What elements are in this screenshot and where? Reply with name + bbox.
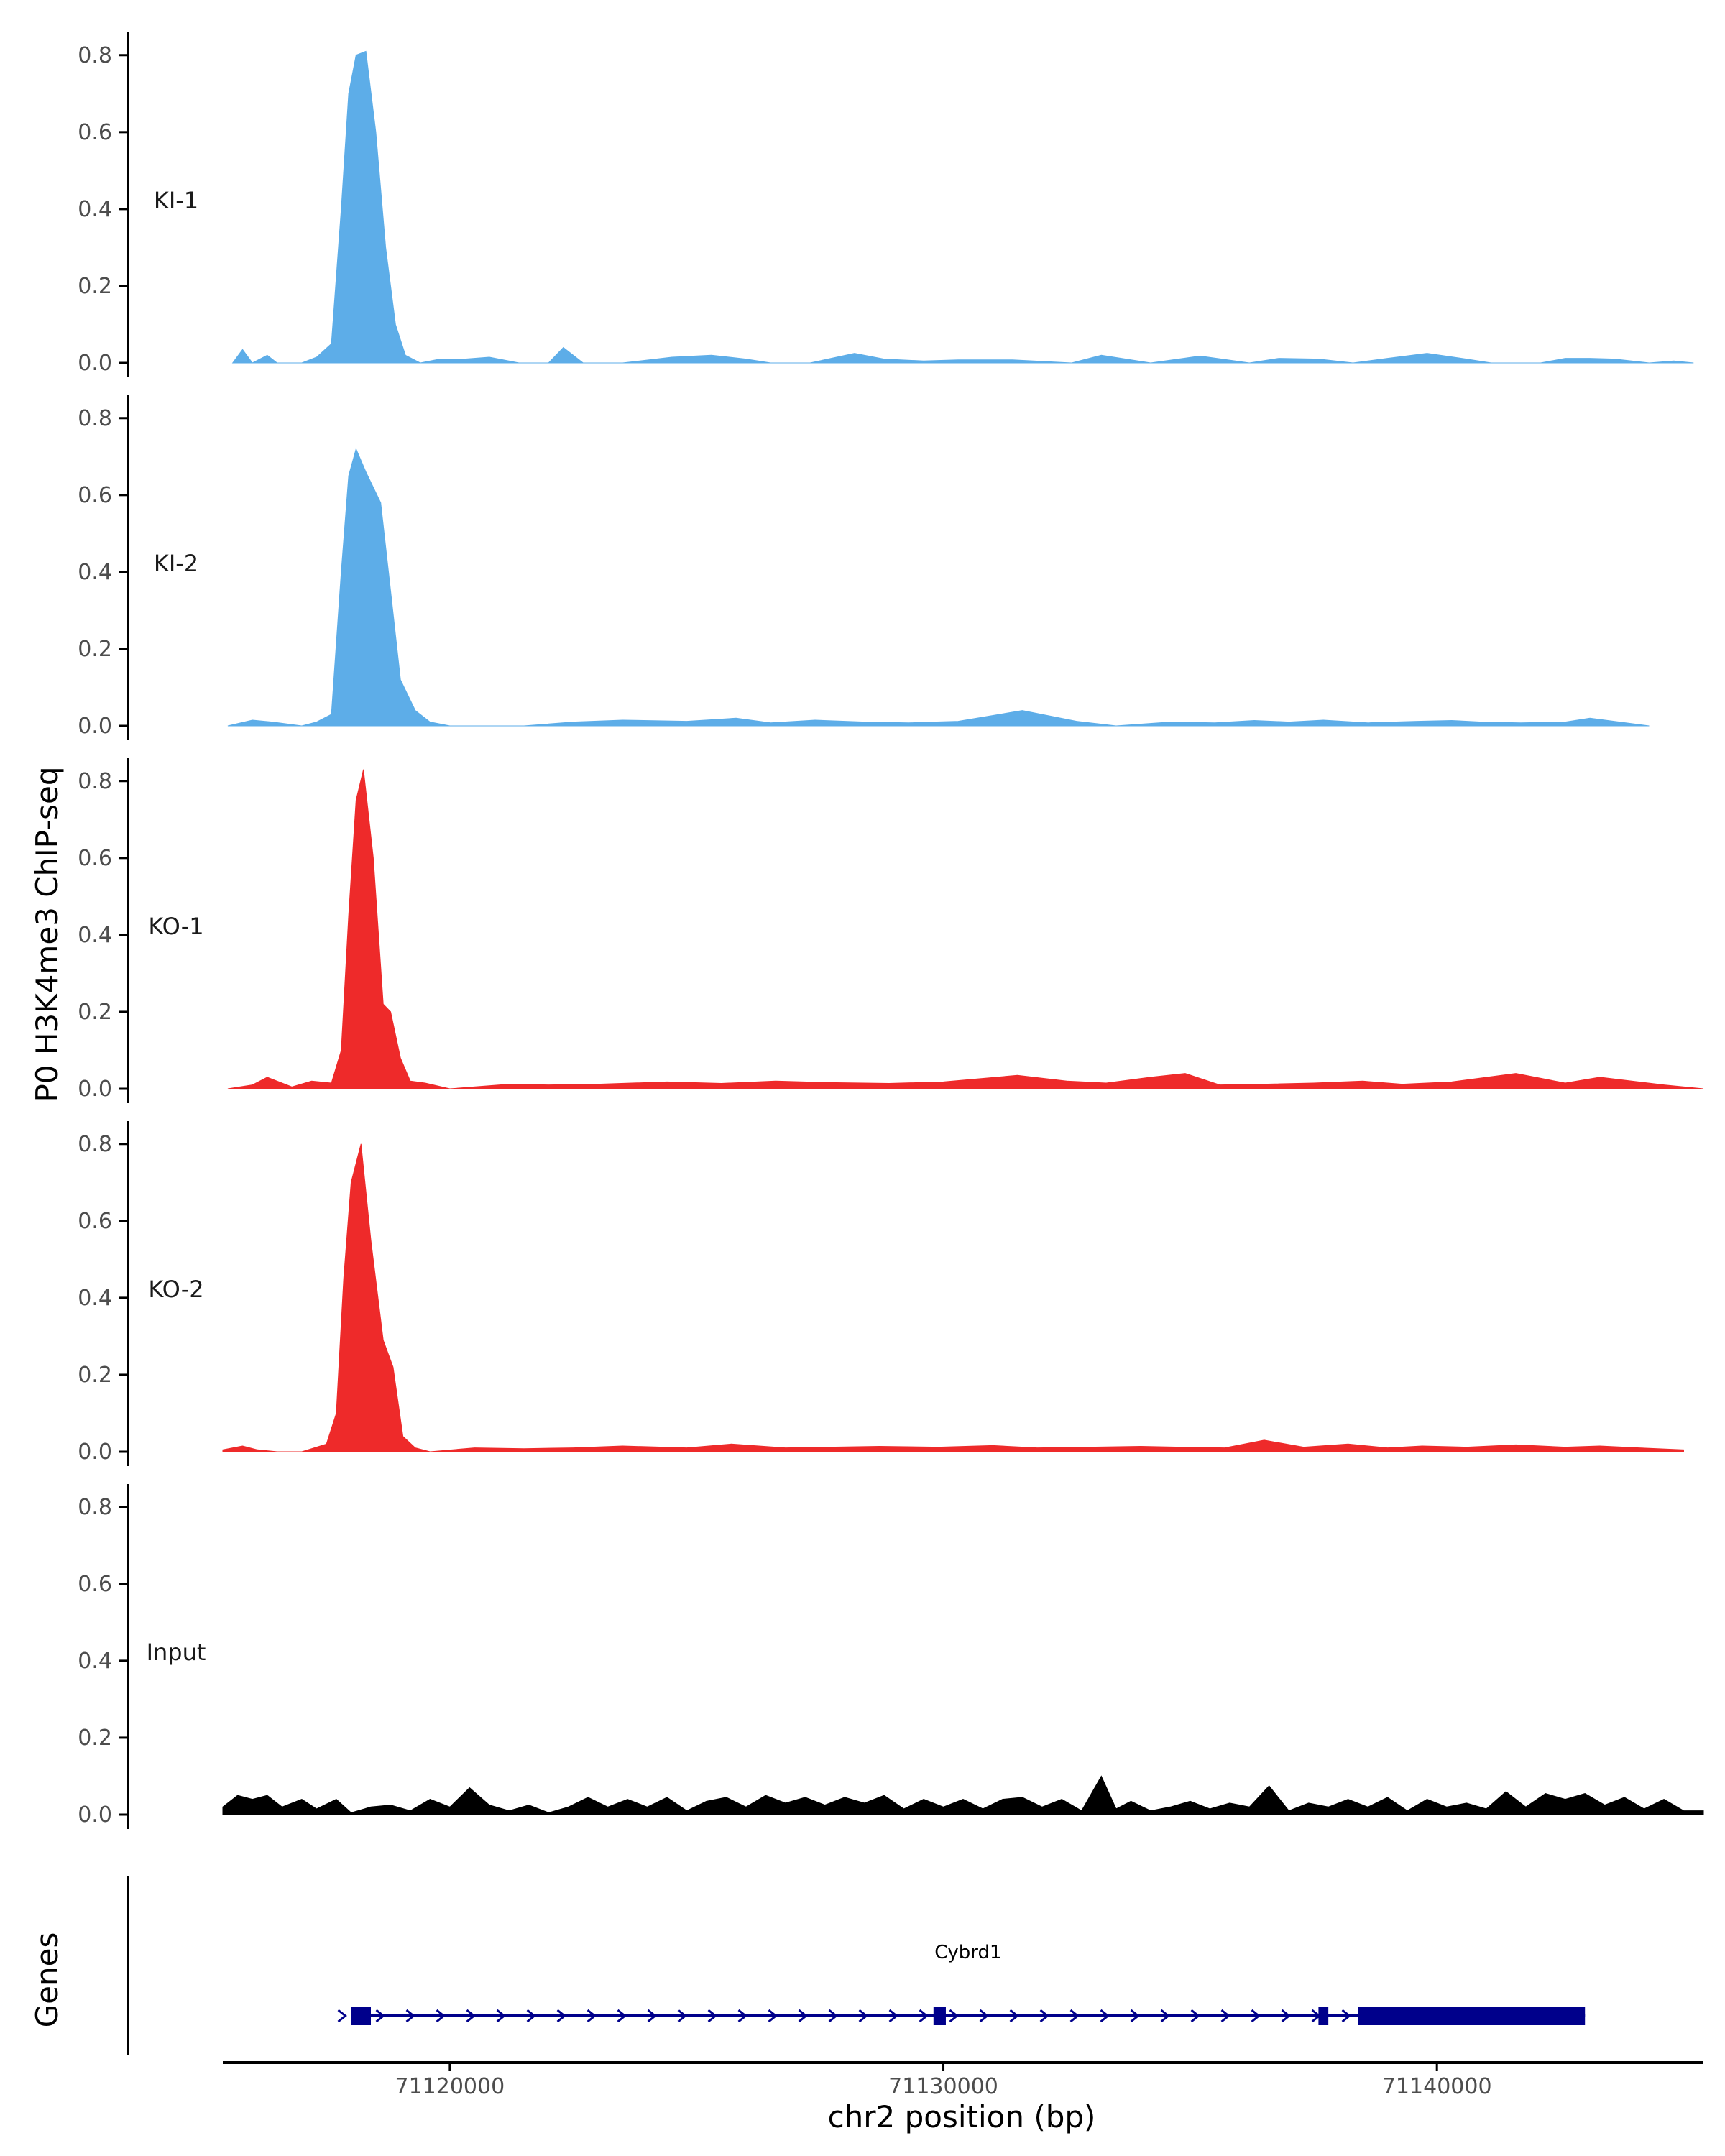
strand-arrow	[586, 2009, 597, 2023]
strand-arrow	[768, 2009, 778, 2023]
strand-arrow	[556, 2009, 566, 2023]
y-tick-label: 0.6	[78, 483, 112, 508]
track-label: KI-2	[154, 550, 198, 577]
x-axis-title: chr2 position (bp)	[828, 2099, 1096, 2134]
y-tick-label: 0.6	[78, 1209, 112, 1234]
coverage-area	[227, 448, 1650, 727]
y-tick-label: 0.0	[78, 1077, 112, 1102]
strand-arrow	[949, 2009, 959, 2023]
y-tick-label: 0.8	[78, 1495, 112, 1520]
strand-arrow	[1190, 2009, 1200, 2023]
coverage-area	[222, 1143, 1684, 1452]
y-axis-title: P0 H3K4me3 ChIP-seq	[29, 766, 65, 1102]
y-tick-label: 0.0	[78, 714, 112, 739]
x-tick-label: 71140000	[1382, 2074, 1492, 2099]
coverage-area	[231, 50, 1694, 364]
strand-arrow	[617, 2009, 627, 2023]
strand-arrow	[647, 2009, 657, 2023]
y-tick-label: 0.4	[78, 923, 112, 948]
strand-arrow	[375, 2009, 385, 2023]
y-tick-label: 0.8	[78, 43, 112, 68]
strand-arrow	[919, 2009, 929, 2023]
strand-arrow	[405, 2009, 415, 2023]
gene-exon	[1358, 2007, 1586, 2025]
strand-arrow	[979, 2009, 989, 2023]
genes-track-title: Genes	[29, 1932, 65, 2028]
coverage-tracks: 0.00.20.40.60.8KI-10.00.20.40.60.8KI-20.…	[78, 32, 1704, 1829]
track-label: KO-1	[148, 913, 203, 940]
strand-arrow	[677, 2009, 687, 2023]
strand-arrow	[1220, 2009, 1230, 2023]
strand-arrow	[436, 2009, 446, 2023]
track-panel-input: 0.0 0.2 0.4 0.6 0.8 Input	[78, 1484, 1704, 1829]
y-tick-label: 0.0	[78, 1439, 112, 1465]
genes-track: Genes Cybrd1	[29, 1876, 1586, 2055]
strand-arrow	[1251, 2009, 1261, 2023]
y-tick-label: 0.2	[78, 1726, 112, 1751]
strand-arrow	[707, 2009, 717, 2023]
strand-arrow	[337, 2009, 347, 2023]
strand-arrow	[1341, 2009, 1351, 2023]
track-label: KO-2	[148, 1276, 203, 1303]
y-tick-label: 0.6	[78, 1572, 112, 1597]
track-panel-ki-1: 0.0 0.2 0.4 0.6 0.8 KI-1	[78, 32, 1694, 377]
strand-arrow	[737, 2009, 748, 2023]
y-tick-label: 0.4	[78, 1286, 112, 1311]
track-label: Input	[147, 1639, 206, 1666]
y-tick-label: 0.2	[78, 1000, 112, 1025]
y-tick-label: 0.8	[78, 1132, 112, 1157]
x-tick-label: 71130000	[888, 2074, 998, 2099]
strand-arrow	[1130, 2009, 1140, 2023]
y-tick-label: 0.8	[78, 406, 112, 431]
y-tick-label: 0.4	[78, 1649, 112, 1674]
gene-exon	[933, 2007, 946, 2025]
gene-exon	[351, 2007, 371, 2025]
strand-arrow	[828, 2009, 838, 2023]
coverage-area	[227, 769, 1704, 1089]
strand-arrow	[496, 2009, 506, 2023]
y-tick-label: 0.4	[78, 197, 112, 222]
y-tick-label: 0.6	[78, 120, 112, 145]
track-panel-ko-1: 0.0 0.2 0.4 0.6 0.8 KO-1	[78, 758, 1704, 1103]
strand-arrow	[1160, 2009, 1170, 2023]
strand-arrow	[1009, 2009, 1019, 2023]
strand-arrow	[888, 2009, 898, 2023]
track-panel-ko-2: 0.0 0.2 0.4 0.6 0.8 KO-2	[78, 1121, 1684, 1466]
y-tick-label: 0.6	[78, 846, 112, 871]
strand-arrow	[526, 2009, 536, 2023]
y-tick-label: 0.8	[78, 769, 112, 794]
strand-arrow	[1281, 2009, 1291, 2023]
strand-arrow	[1100, 2009, 1110, 2023]
gene-name-label: Cybrd1	[934, 1942, 1001, 1963]
strand-arrow	[798, 2009, 808, 2023]
y-tick-label: 0.2	[78, 1363, 112, 1388]
strand-arrow	[1070, 2009, 1080, 2023]
coverage-area	[222, 1775, 1704, 1815]
track-label: KI-1	[154, 187, 198, 214]
y-tick-label: 0.2	[78, 637, 112, 662]
strand-arrow	[1039, 2009, 1049, 2023]
strand-arrow	[466, 2009, 476, 2023]
gene-exon	[1318, 2007, 1329, 2025]
y-tick-label: 0.0	[78, 351, 112, 376]
y-tick-label: 0.2	[78, 274, 112, 299]
y-tick-label: 0.4	[78, 560, 112, 585]
track-panel-ki-2: 0.0 0.2 0.4 0.6 0.8 KI-2	[78, 395, 1650, 740]
y-tick-label: 0.0	[78, 1802, 112, 1828]
x-tick-label: 71120000	[395, 2074, 505, 2099]
strand-arrow	[858, 2009, 868, 2023]
x-axis: 71120000 71130000 71140000	[223, 2061, 1703, 2099]
